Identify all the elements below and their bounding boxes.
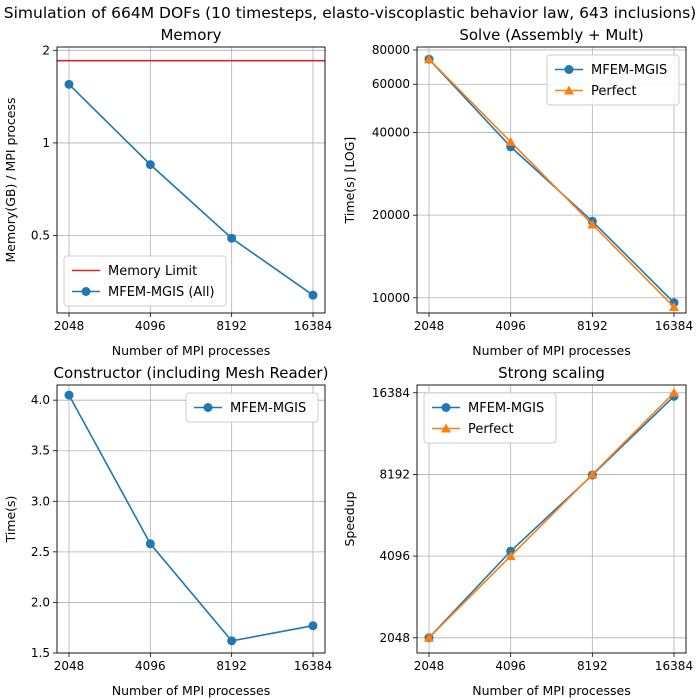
y-tick-label: 16384 bbox=[372, 386, 410, 400]
legend: MFEM-MGIS bbox=[185, 392, 319, 423]
y-tick-label: 8192 bbox=[379, 467, 410, 481]
legend-swatch-marker bbox=[81, 287, 91, 296]
x-tick-label: 2048 bbox=[54, 319, 85, 333]
data-point bbox=[308, 290, 318, 300]
x-axis-label: Number of MPI processes bbox=[472, 683, 630, 698]
x-tick-label: 8192 bbox=[216, 659, 247, 673]
y-axis-label: Memory(GB) / MPI process bbox=[3, 97, 18, 262]
legend-label: MFEM-MGIS bbox=[468, 401, 544, 416]
y-tick-label: 40000 bbox=[372, 126, 410, 140]
legend: Memory Limit MFEM-MGIS (All) bbox=[63, 255, 227, 307]
panel-title: Memory bbox=[160, 26, 221, 44]
data-point bbox=[145, 160, 155, 170]
x-tick-label: 16384 bbox=[655, 319, 693, 333]
series-line-2 bbox=[428, 392, 675, 639]
x-tick-label: 2048 bbox=[54, 659, 85, 673]
x-tick-label: 2048 bbox=[414, 319, 445, 333]
axes-frame bbox=[56, 46, 326, 314]
x-tick-label: 16384 bbox=[294, 319, 332, 333]
figure-title: Simulation of 664M DOFs (10 timesteps, e… bbox=[4, 4, 696, 22]
series-line-1 bbox=[68, 83, 314, 296]
y-tick-label: 2.0 bbox=[31, 595, 50, 609]
y-tick-label: 3.5 bbox=[31, 444, 50, 458]
x-axis-label: Number of MPI processes bbox=[112, 343, 270, 358]
legend-box bbox=[185, 392, 319, 423]
x-tick-label: 4096 bbox=[495, 659, 526, 673]
axes-frame bbox=[416, 46, 687, 314]
legend-label: Perfect bbox=[591, 84, 637, 99]
legend-label: MFEM-MGIS bbox=[591, 63, 667, 78]
data-point bbox=[227, 233, 237, 243]
x-tick-label: 8192 bbox=[216, 319, 247, 333]
data-point bbox=[227, 636, 237, 646]
x-tick-label: 8192 bbox=[577, 659, 608, 673]
panel-2: 2048 4096 8192 16384 10000 20000 40000 60000 800… bbox=[342, 26, 693, 358]
x-tick-label: 4096 bbox=[495, 319, 526, 333]
panel-4: 2048 4096 8192 16384 2048 4096 8192 16384 Strong… bbox=[342, 364, 693, 698]
data-point bbox=[587, 469, 598, 479]
x-tick-label: 4096 bbox=[135, 659, 166, 673]
x-axis-label: Number of MPI processes bbox=[112, 683, 270, 698]
panel-3: 2048 4096 8192 16384 1.5 2.0 2.5 3.0 3.5 4.0 Const… bbox=[3, 364, 332, 698]
panel-title: Strong scaling bbox=[498, 364, 605, 382]
y-tick-label: 3.0 bbox=[31, 494, 50, 508]
data-point bbox=[424, 632, 434, 642]
panel-title: Constructor (including Mesh Reader) bbox=[54, 364, 329, 382]
legend-label: Perfect bbox=[468, 422, 514, 437]
y-axis-label: Time(s) bbox=[3, 496, 18, 544]
data-point bbox=[505, 136, 516, 146]
y-tick-label: 1 bbox=[42, 136, 50, 150]
data-point bbox=[145, 539, 155, 549]
y-tick-label: 2 bbox=[42, 43, 50, 57]
data-point bbox=[64, 79, 74, 89]
y-tick-label: 2048 bbox=[379, 631, 410, 645]
legend-swatch-marker bbox=[564, 85, 574, 95]
y-tick-label: 1.5 bbox=[31, 646, 50, 660]
series-line-1 bbox=[68, 394, 314, 642]
x-tick-label: 16384 bbox=[655, 659, 693, 673]
series-line-1 bbox=[428, 395, 675, 639]
legend-box bbox=[546, 54, 680, 106]
axes-frame bbox=[416, 384, 687, 654]
legend-swatch-marker bbox=[441, 403, 451, 412]
legend-label: MFEM-MGIS bbox=[230, 401, 306, 416]
data-point bbox=[587, 219, 598, 229]
legend-swatch-marker bbox=[564, 65, 574, 74]
legend-box bbox=[423, 392, 557, 444]
legend-swatch-marker bbox=[441, 423, 451, 433]
x-tick-label: 16384 bbox=[294, 659, 332, 673]
data-point bbox=[669, 302, 679, 312]
data-point bbox=[64, 390, 74, 400]
y-tick-label: 2.5 bbox=[31, 545, 50, 559]
data-point bbox=[424, 54, 434, 64]
x-tick-label: 8192 bbox=[577, 319, 608, 333]
y-tick-label: 4096 bbox=[379, 549, 410, 563]
y-tick-label: 0.5 bbox=[31, 229, 50, 243]
y-axis-label: Speedup bbox=[342, 491, 357, 546]
data-point bbox=[308, 621, 318, 631]
series-line-2 bbox=[428, 58, 675, 308]
y-tick-label: 20000 bbox=[372, 208, 410, 222]
x-axis-label: Number of MPI processes bbox=[472, 343, 630, 358]
y-tick-label: 80000 bbox=[372, 43, 410, 57]
panel-title: Solve (Assembly + Mult) bbox=[459, 26, 643, 44]
legend: MFEM-MGIS Perfect bbox=[423, 392, 557, 444]
legend-box bbox=[63, 255, 227, 307]
legend-label: MFEM-MGIS (All) bbox=[108, 285, 215, 300]
data-point bbox=[669, 387, 679, 397]
y-axis-label: Time(s) [LOG] bbox=[342, 137, 357, 225]
y-tick-label: 60000 bbox=[372, 77, 410, 91]
legend: MFEM-MGIS Perfect bbox=[546, 54, 680, 106]
legend-swatch-marker bbox=[203, 403, 213, 412]
y-tick-label: 4.0 bbox=[31, 393, 50, 407]
x-tick-label: 4096 bbox=[135, 319, 166, 333]
axes-frame bbox=[56, 384, 326, 654]
y-tick-label: 10000 bbox=[372, 291, 410, 305]
panel-1: 2048 4096 8192 16384 0.5 1 2 Memory Number of MP… bbox=[3, 26, 332, 358]
legend-label: Memory Limit bbox=[108, 264, 197, 279]
data-point bbox=[505, 551, 516, 561]
x-tick-label: 2048 bbox=[414, 659, 445, 673]
